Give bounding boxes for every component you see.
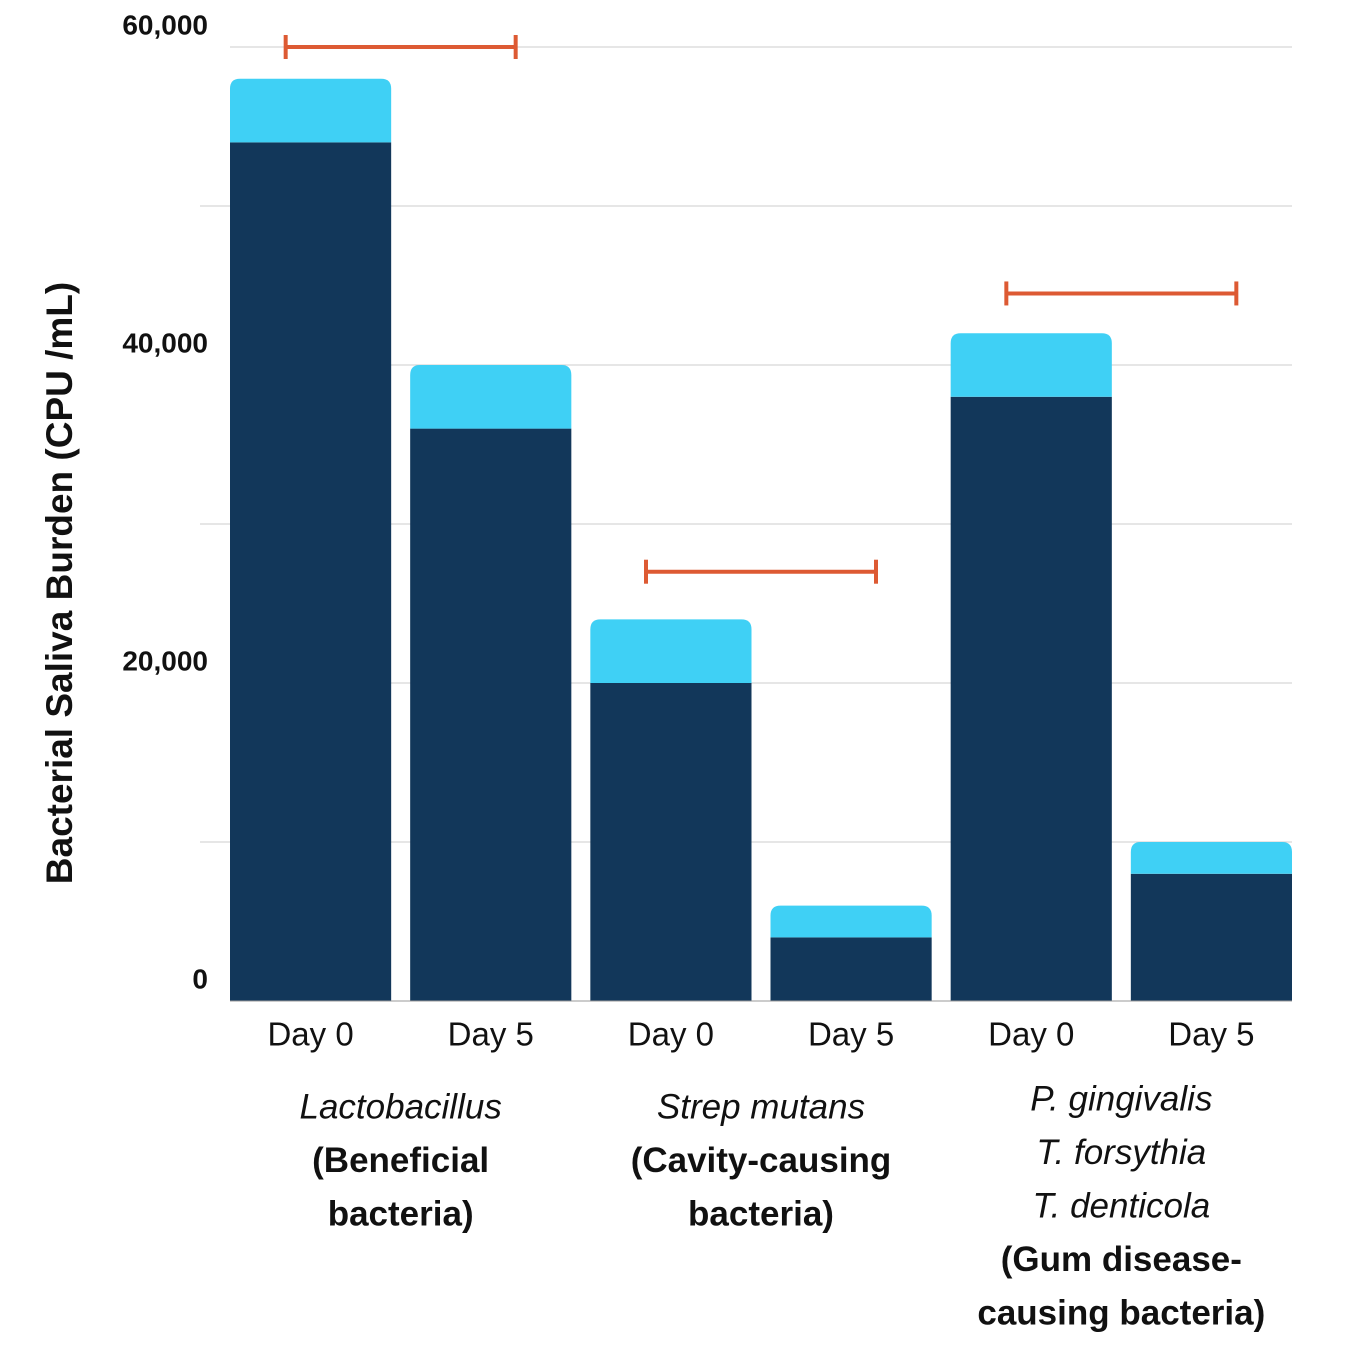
bar-segment xyxy=(1130,842,1292,874)
bar-segment xyxy=(950,333,1112,397)
group-label: bacteria) xyxy=(688,1194,834,1233)
group-label: T. forsythia xyxy=(1036,1133,1206,1172)
bar-segment xyxy=(590,683,752,1001)
significance-bracket xyxy=(283,35,518,59)
x-tick-label: Day 0 xyxy=(988,1016,1074,1053)
group-label: Lactobacillus xyxy=(299,1087,501,1126)
x-tick-label: Day 0 xyxy=(267,1016,353,1053)
significance-bracket xyxy=(1004,281,1239,306)
group-label: causing bacteria) xyxy=(977,1293,1265,1332)
group-label: P. gingivalis xyxy=(1030,1079,1212,1118)
x-tick-label: Day 5 xyxy=(1168,1016,1254,1053)
group-label: T. denticola xyxy=(1032,1186,1210,1225)
group-label: Strep mutans xyxy=(657,1087,865,1126)
bar-segment xyxy=(230,78,392,143)
y-tick-label: 0 xyxy=(192,963,208,994)
x-tick-label: Day 0 xyxy=(628,1016,714,1053)
group-label: (Gum disease- xyxy=(1001,1240,1242,1279)
y-axis-title: Bacterial Saliva Burden (CPU /mL) xyxy=(39,282,80,884)
bar-segment xyxy=(770,937,932,1001)
group-label: bacteria) xyxy=(328,1194,474,1233)
significance-bracket xyxy=(644,559,878,584)
bar-segment xyxy=(590,619,752,683)
y-tick-label: 20,000 xyxy=(122,645,208,676)
group-label: (Cavity-causing xyxy=(631,1141,892,1180)
bar-segment xyxy=(770,905,932,938)
bar-segment xyxy=(230,142,392,1001)
x-tick-label: Day 5 xyxy=(448,1016,534,1053)
bar-segment xyxy=(1130,873,1292,1001)
bar-segment xyxy=(410,428,572,1002)
y-tick-label: 60,000 xyxy=(122,9,208,40)
x-tick-label: Day 5 xyxy=(808,1016,894,1053)
bar-segment xyxy=(950,396,1112,1001)
y-tick-label: 40,000 xyxy=(122,327,208,358)
bar-segment xyxy=(410,365,572,429)
group-label: (Beneficial xyxy=(312,1141,489,1180)
